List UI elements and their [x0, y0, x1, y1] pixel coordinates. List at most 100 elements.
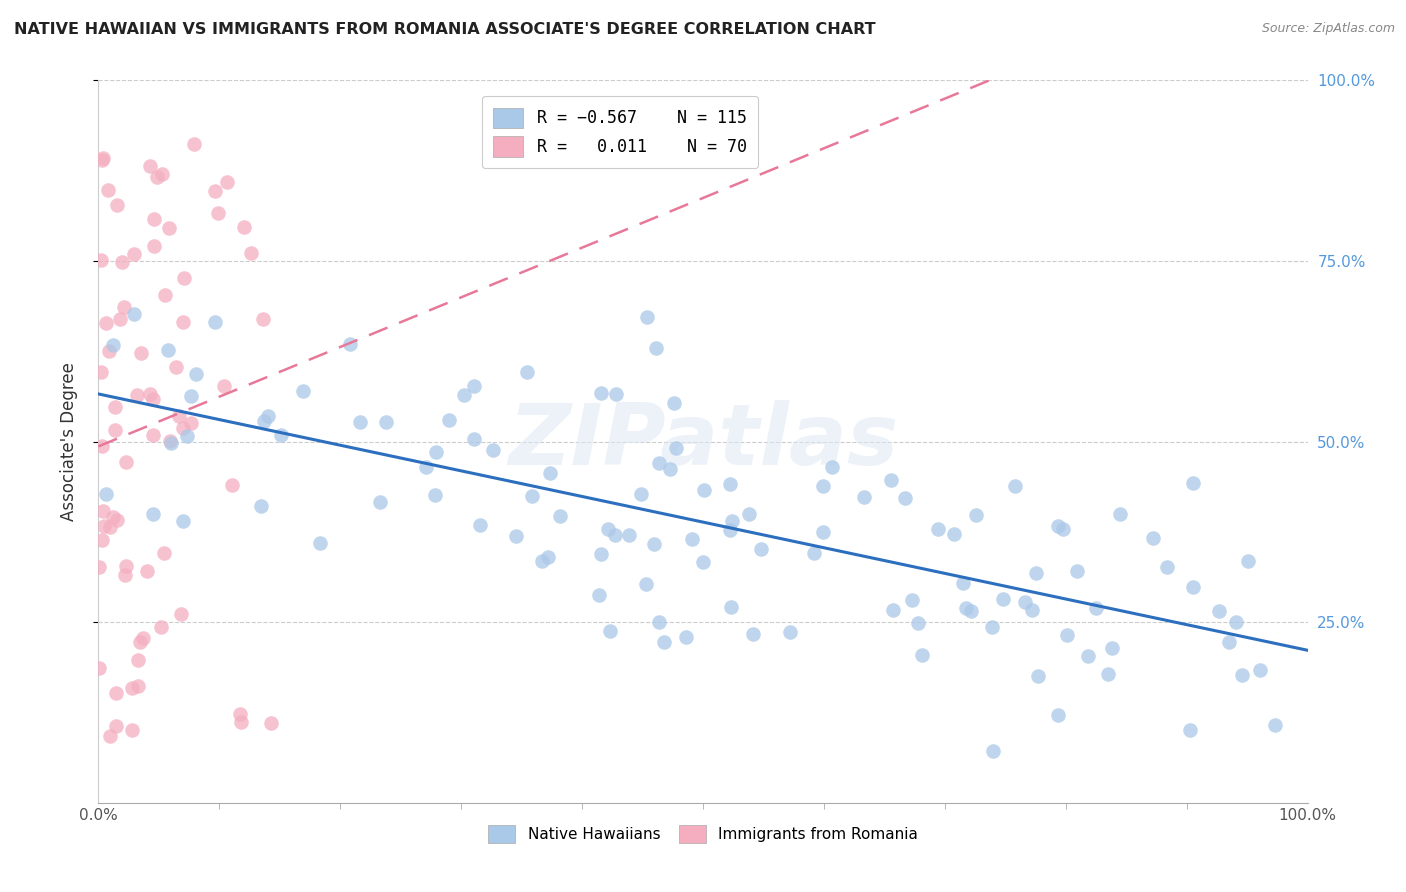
Point — [1218, 634, 1240, 648]
Point — [138, 159, 160, 173]
Point — [537, 550, 560, 565]
Point — [1004, 479, 1026, 493]
Point — [105, 198, 128, 212]
Point — [180, 416, 202, 430]
Point — [105, 513, 128, 527]
Point — [1109, 507, 1132, 521]
Point — [112, 300, 135, 314]
Point — [980, 620, 1002, 634]
Point — [143, 211, 166, 226]
Point — [260, 716, 283, 731]
Point — [250, 499, 273, 513]
Point — [129, 635, 152, 649]
Point — [121, 681, 143, 695]
Point — [1182, 580, 1205, 594]
Point — [90, 365, 112, 379]
Point — [142, 239, 165, 253]
Point — [291, 384, 314, 398]
Point — [167, 409, 190, 423]
Point — [221, 478, 243, 492]
Point — [813, 479, 835, 493]
Point — [720, 523, 742, 537]
Point — [894, 491, 917, 505]
Point — [127, 653, 149, 667]
Point — [97, 343, 120, 358]
Point — [349, 415, 371, 429]
Point — [1097, 666, 1119, 681]
Point — [173, 270, 195, 285]
Point — [675, 630, 697, 644]
Point — [184, 368, 207, 382]
Point — [516, 365, 538, 379]
Point — [1156, 560, 1178, 574]
Point — [591, 385, 613, 400]
Point — [180, 389, 202, 403]
Point — [821, 459, 844, 474]
Point — [630, 487, 652, 501]
Point — [852, 490, 875, 504]
Point — [965, 508, 987, 522]
Point — [991, 592, 1014, 607]
Point — [415, 460, 437, 475]
Point — [214, 379, 236, 393]
Point — [423, 488, 446, 502]
Point — [636, 310, 658, 325]
Point — [463, 379, 485, 393]
Point — [240, 246, 263, 260]
Point — [153, 288, 176, 302]
Point — [1085, 601, 1108, 615]
Point — [229, 715, 252, 730]
Point — [159, 434, 181, 448]
Point — [1025, 566, 1047, 581]
Point — [183, 137, 205, 152]
Point — [665, 441, 688, 455]
Point — [91, 533, 114, 547]
Point — [907, 616, 929, 631]
Point — [927, 522, 949, 536]
Point — [811, 525, 834, 540]
Text: NATIVE HAWAIIAN VS IMMIGRANTS FROM ROMANIA ASSOCIATE'S DEGREE CORRELATION CHART: NATIVE HAWAIIAN VS IMMIGRANTS FROM ROMAN… — [14, 22, 876, 37]
Point — [253, 414, 276, 428]
Point — [720, 599, 742, 614]
Point — [98, 729, 121, 743]
Point — [482, 442, 505, 457]
Point — [142, 392, 165, 406]
Point — [127, 679, 149, 693]
Point — [1052, 522, 1074, 536]
Point — [738, 507, 761, 521]
Point — [693, 483, 716, 497]
Point — [520, 489, 543, 503]
Text: Source: ZipAtlas.com: Source: ZipAtlas.com — [1261, 22, 1395, 36]
Point — [591, 547, 613, 561]
Point — [87, 661, 110, 675]
Point — [229, 706, 252, 721]
Point — [105, 686, 128, 700]
Y-axis label: Associate's Degree: Associate's Degree — [59, 362, 77, 521]
Point — [550, 508, 572, 523]
Point — [981, 744, 1004, 758]
Point — [1021, 602, 1043, 616]
Point — [648, 456, 671, 470]
Point — [131, 631, 153, 645]
Point — [470, 518, 492, 533]
Point — [439, 413, 461, 427]
Point — [309, 535, 332, 549]
Point — [599, 624, 621, 638]
Point — [779, 625, 801, 640]
Point — [749, 542, 772, 557]
Point — [1026, 669, 1049, 683]
Point — [131, 346, 153, 360]
Point — [1066, 564, 1088, 578]
Point — [157, 343, 180, 358]
Point — [149, 619, 172, 633]
Point — [882, 603, 904, 617]
Point — [135, 564, 157, 578]
Point — [1178, 723, 1201, 737]
Point — [152, 546, 174, 560]
Point — [142, 508, 165, 522]
Point — [104, 719, 127, 733]
Point — [463, 433, 485, 447]
Point — [531, 553, 554, 567]
Point — [1101, 640, 1123, 655]
Point — [1225, 615, 1247, 630]
